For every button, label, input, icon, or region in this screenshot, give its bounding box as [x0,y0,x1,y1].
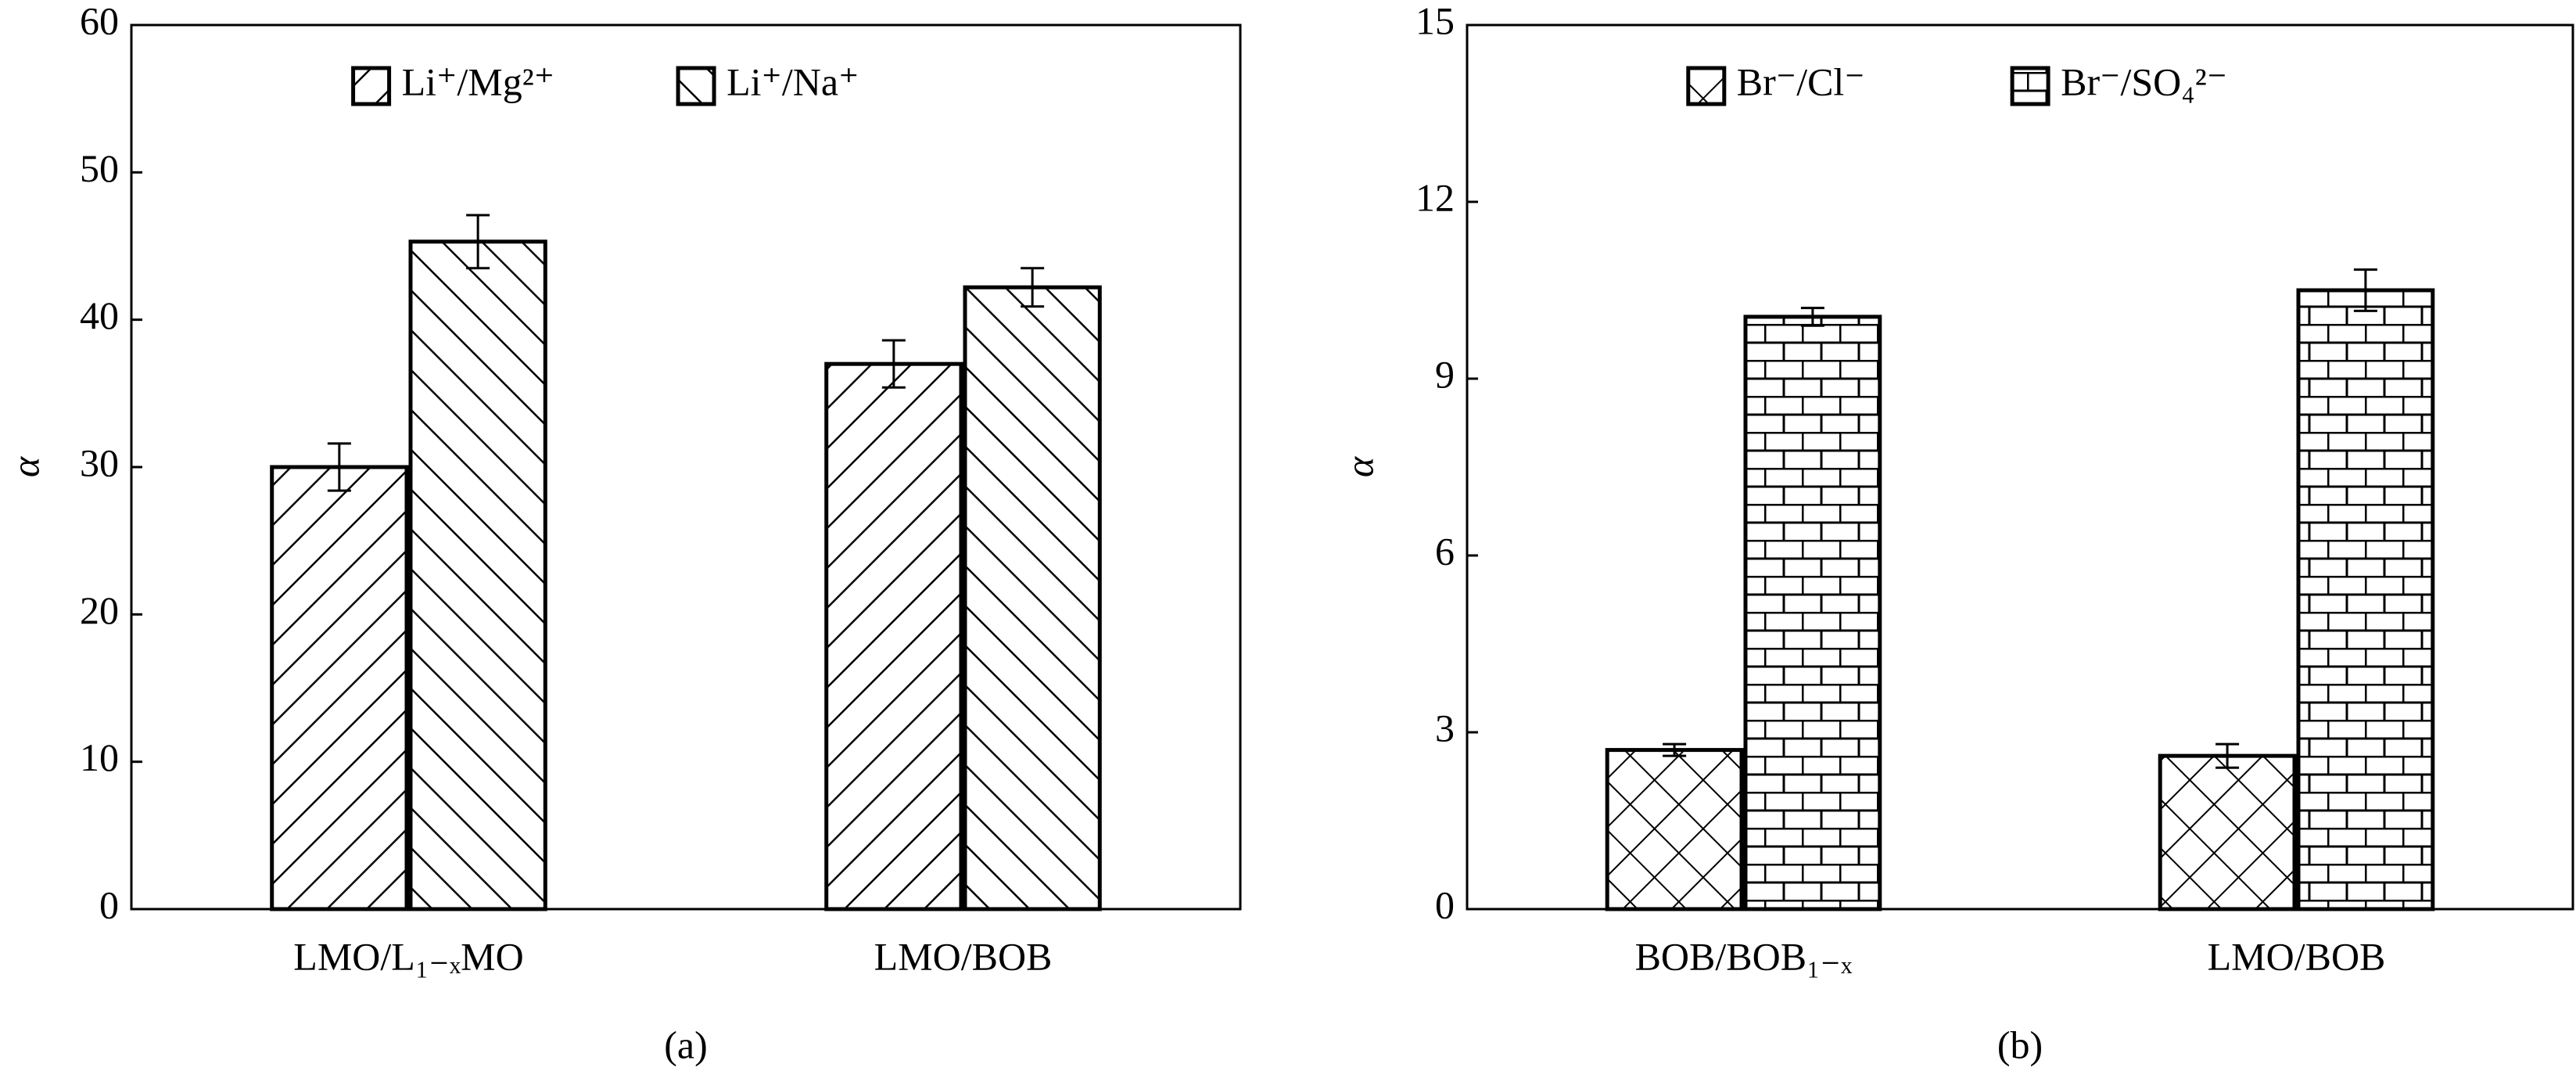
y-tick-label: 0 [99,882,119,926]
bar [270,465,409,911]
bar [408,239,547,911]
y-tick-label: 60 [80,0,119,42]
legend-label: Li⁺/Mg²⁺ [402,59,555,103]
legend-swatch [1686,66,1727,106]
error-bar [2353,268,2377,312]
error-bar [1800,307,1824,327]
caption: (a) [664,1023,708,1066]
y-tick-label: 12 [1415,175,1455,219]
bar [963,285,1102,911]
legend-label: Br⁻/Cl⁻ [1737,59,1865,103]
y-tick-label: 10 [80,735,119,779]
error-bar [881,339,906,389]
error-bar [466,214,490,270]
y-tick-label: 6 [1435,529,1455,573]
error-bar [1663,742,1687,757]
x-tick-label: LMO/BOB [2208,934,2386,978]
plot-frame [1466,23,2574,911]
x-tick-label: LMO/L₁₋ₓMO [293,934,523,978]
y-tick-label: 15 [1415,0,1455,42]
legend-swatch [351,66,392,106]
legend-label: Br⁻/SO₄²⁻ [2061,59,2227,103]
caption: (b) [1997,1023,2043,1066]
y-tick-label: 50 [80,146,119,190]
bar [2296,288,2435,911]
legend-swatch [676,66,716,106]
y-tick-label: 0 [1435,882,1455,926]
legend-swatch [2010,66,2050,106]
y-tick-label: 9 [1435,352,1455,396]
y-axis-label: α [3,455,47,477]
bar [1605,748,1744,911]
legend-label: Li⁺/Na⁺ [727,59,859,103]
error-bar [327,442,351,492]
y-axis-label: α [1337,455,1381,477]
error-bar [1021,267,1045,308]
bar [1743,315,1882,911]
y-tick-label: 20 [80,588,119,632]
y-tick-label: 40 [80,293,119,337]
x-tick-label: LMO/BOB [874,934,1053,978]
x-tick-label: BOB/BOB₁₋ₓ [1635,934,1853,978]
y-tick-label: 3 [1435,706,1455,749]
plot-frame [130,23,1242,911]
error-bar [2215,742,2240,769]
bar [824,361,963,911]
bar [2158,753,2297,911]
y-tick-label: 30 [80,440,119,484]
